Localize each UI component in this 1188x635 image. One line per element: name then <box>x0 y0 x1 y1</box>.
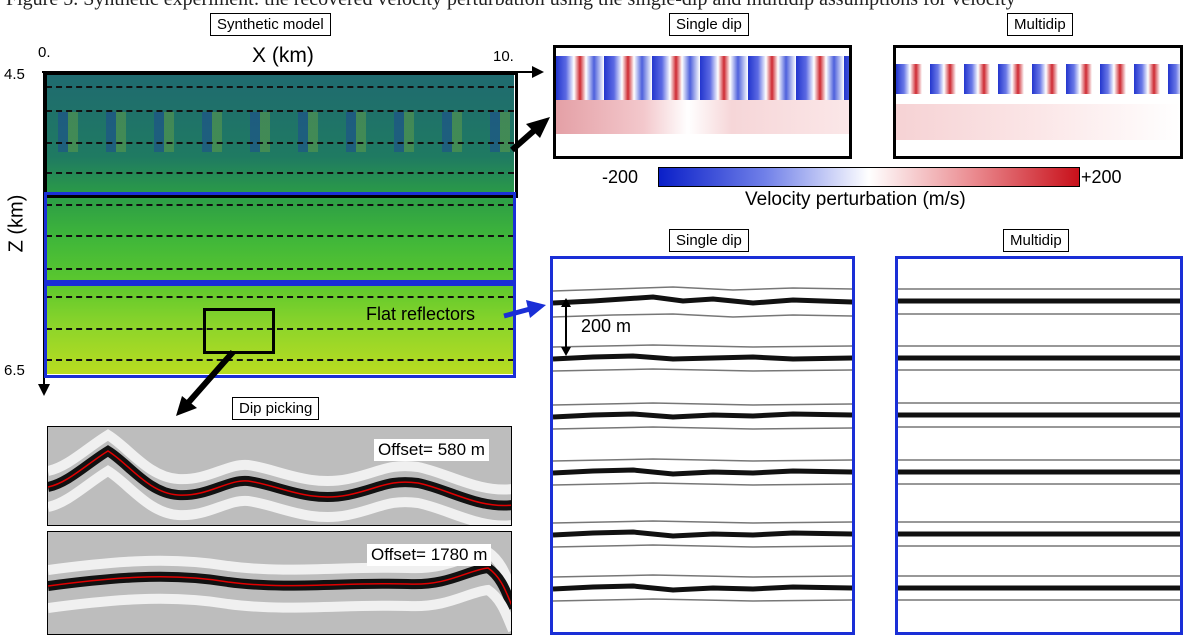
reflector-line <box>46 172 514 174</box>
flat-reflectors-label: Flat reflectors <box>366 304 476 324</box>
top-region-outline <box>44 72 518 198</box>
image-multidip-title: Multidip <box>1003 229 1069 252</box>
single-dip-reflectors <box>553 286 852 602</box>
z-tick-top: 4.5 <box>4 66 25 83</box>
dip-picking-panel-1780: Offset= 1780 m <box>47 531 512 635</box>
x-tick-end: 10. <box>493 48 514 65</box>
colorbar-label: Velocity perturbation (m/s) <box>745 189 966 210</box>
scale-bar <box>561 298 571 356</box>
velocity-multidip-panel <box>893 45 1183 159</box>
dip-window-outline <box>203 308 275 354</box>
reflector-line <box>46 235 514 237</box>
reflector-line <box>46 296 514 298</box>
synthetic-model-panel <box>46 72 514 374</box>
colorbar-max: +200 <box>1081 167 1122 187</box>
reflector-line <box>46 204 514 206</box>
velocity-single-dip-panel <box>553 45 852 159</box>
image-multidip-panel <box>895 256 1183 635</box>
colorbar <box>658 167 1080 187</box>
synthetic-model-title: Synthetic model <box>210 13 331 36</box>
velocity-multidip-title: Multidip <box>1007 13 1073 36</box>
image-single-dip-panel <box>550 256 855 635</box>
connector-arrows <box>176 117 550 416</box>
anomaly-stripes <box>46 112 514 152</box>
reflector-line <box>46 268 514 270</box>
bottom-region-outline <box>44 280 516 378</box>
colorbar-min: -200 <box>602 167 639 187</box>
dip-picking-title: Dip picking <box>232 397 320 420</box>
x-axis-label: X (km) <box>252 44 314 67</box>
offset-580-label: Offset= 580 m <box>374 439 489 461</box>
z-tick-bottom: 6.5 <box>4 362 25 379</box>
x-tick-start: 0. <box>38 44 51 61</box>
reflector-line <box>46 142 514 144</box>
figure-caption: Figure 5. Synthetic experiment: the reco… <box>6 0 1016 11</box>
velocity-single-dip-title: Single dip <box>669 13 749 36</box>
reflector-line <box>46 86 514 88</box>
middle-region-outline <box>44 192 516 286</box>
multidip-reflectors <box>898 288 1180 601</box>
image-single-dip-title: Single dip <box>669 229 749 252</box>
offset-1780-label: Offset= 1780 m <box>367 544 492 566</box>
reflector-line <box>46 110 514 112</box>
dip-picking-panel-580: Offset= 580 m <box>47 426 512 526</box>
reflector-line <box>46 328 514 330</box>
reflector-line <box>46 359 514 361</box>
scale-bar-label: 200 m <box>581 316 632 336</box>
